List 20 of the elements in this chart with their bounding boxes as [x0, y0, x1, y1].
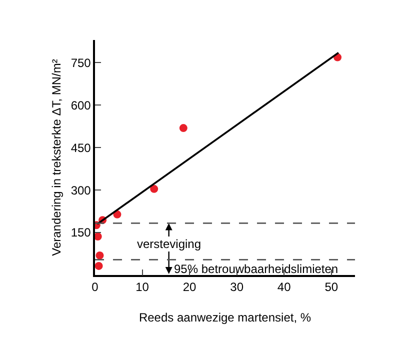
- y-tick-label: 450: [70, 140, 92, 155]
- y-tick-label: 150: [70, 226, 92, 240]
- x-tick-label: 40: [277, 280, 292, 294]
- x-tick-label: 50: [324, 280, 338, 294]
- point: [179, 124, 188, 132]
- y-axis-title: Verandering in treksterkte ΔT, MN/m²: [50, 59, 64, 256]
- annotation: versteviging: [137, 237, 202, 251]
- x-tick-label: 0: [92, 280, 99, 294]
- x-tick-label: 10: [136, 280, 150, 294]
- x-tick-label: 20: [182, 280, 197, 294]
- point: [96, 251, 104, 260]
- y-tick-label: 300: [70, 183, 92, 198]
- point: [150, 184, 158, 193]
- point: [95, 262, 103, 270]
- y-tick-label: 750: [70, 56, 92, 70]
- y-tick-label: 600: [70, 98, 92, 112]
- annotation: 95% betrouwbaarheidslimieten: [174, 262, 338, 276]
- point: [95, 232, 102, 240]
- x-tick-label: 30: [230, 280, 244, 294]
- x-axis-title: Reeds aanwezige martensiet, %: [138, 310, 312, 324]
